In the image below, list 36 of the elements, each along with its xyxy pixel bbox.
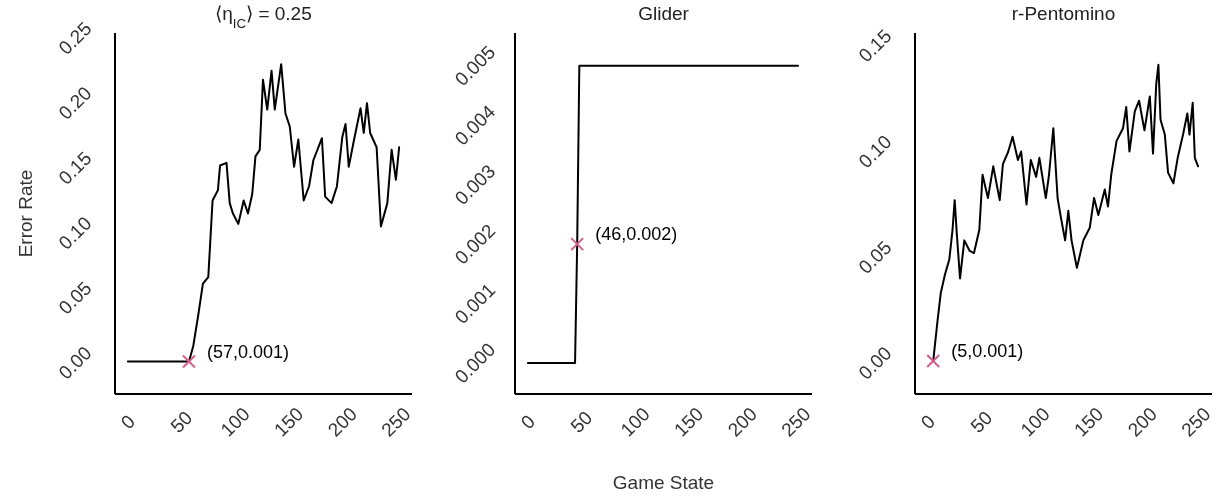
x-tick-label: 100 — [216, 403, 254, 441]
x-tick-label: 50 — [166, 407, 197, 437]
x-tick-label: 100 — [1016, 403, 1054, 441]
y-tick-label: 0.15 — [854, 25, 896, 67]
line-series — [932, 63, 1200, 362]
chart-title: Glider — [638, 3, 690, 24]
x-tick-label: 250 — [377, 403, 415, 441]
x-tick-label: 200 — [1123, 403, 1161, 441]
x-tick-label: 200 — [323, 403, 361, 441]
y-tick-label: 0.05 — [854, 236, 896, 278]
y-tick-label: 0.20 — [54, 82, 96, 124]
chart-title: ⟨η$_{IC}$⟩ = 0.25 — [215, 3, 312, 31]
x-tick-label: 150 — [1070, 403, 1108, 441]
x-tick-label: 150 — [270, 403, 308, 441]
y-tick-label: 0.00 — [54, 342, 96, 384]
x-tick-label: 50 — [566, 407, 597, 437]
x-tick-label: 250 — [777, 403, 815, 441]
x-tick-label: 200 — [723, 403, 761, 441]
y-tick-label: 0.25 — [54, 17, 96, 59]
x-tick-label: 100 — [616, 403, 654, 441]
annotation: (5,0.001) — [951, 340, 1024, 361]
line-series — [126, 63, 401, 363]
annotation: (57,0.001) — [206, 341, 290, 362]
x-tick-label: 0 — [516, 410, 540, 434]
x-tick-label: 0 — [916, 410, 940, 434]
x-axis-title: Game State — [612, 472, 715, 493]
y-tick-label: 0.10 — [854, 131, 896, 172]
annotation: (46,0.002) — [595, 224, 678, 245]
x-tick-label: 150 — [670, 403, 708, 441]
x-tick-label: 50 — [966, 407, 997, 437]
y-tick-label: 0.00 — [854, 342, 896, 384]
y-tick-label: 0.10 — [54, 212, 96, 254]
chart-title: r-Pentomino — [1011, 3, 1116, 24]
x-tick-label: 250 — [1177, 403, 1215, 441]
y-axis-title: Error Rate — [15, 169, 36, 258]
x-tick-label: 0 — [116, 410, 140, 434]
